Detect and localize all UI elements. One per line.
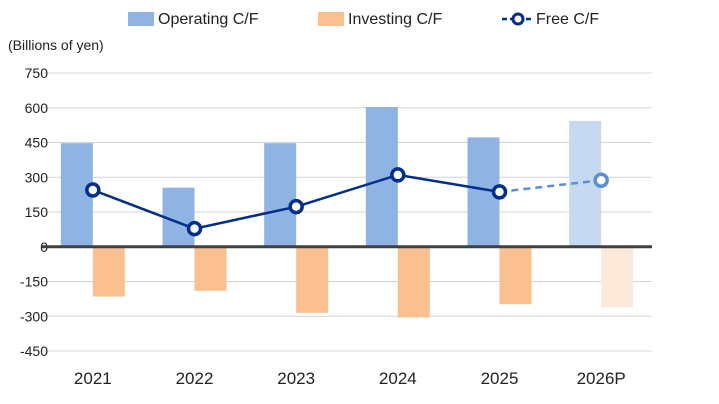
x-tick-label: 2022 bbox=[176, 369, 214, 388]
legend: Operating C/F Investing C/F Free C/F bbox=[128, 11, 599, 28]
free-cf-line bbox=[85, 167, 609, 237]
y-tick-label: -300 bbox=[20, 308, 48, 324]
bar-investing-cf bbox=[296, 246, 329, 313]
free-cf-line-projected bbox=[499, 179, 602, 194]
bar-operating-cf bbox=[264, 143, 297, 247]
y-tick-label: 450 bbox=[25, 135, 49, 151]
x-tick-label: 2025 bbox=[481, 369, 519, 388]
y-tick-label: 600 bbox=[25, 100, 49, 116]
legend-swatch-operating bbox=[128, 12, 154, 26]
y-tick-label: -450 bbox=[20, 343, 48, 359]
legend-label-investing: Investing C/F bbox=[348, 11, 442, 28]
y-tick-label: 300 bbox=[25, 169, 49, 185]
bars bbox=[60, 107, 634, 318]
legend-marker-free bbox=[511, 12, 525, 26]
legend-label-free: Free C/F bbox=[536, 11, 599, 28]
y-tick-label: -150 bbox=[20, 274, 48, 290]
bar-investing-cf bbox=[499, 246, 532, 305]
x-tick-label: 2023 bbox=[277, 369, 315, 388]
legend-swatch-investing bbox=[318, 12, 344, 26]
free-cf-point bbox=[85, 182, 101, 198]
x-tick-label: 2026P bbox=[577, 369, 626, 388]
bar-investing-cf bbox=[194, 246, 227, 291]
x-tick-labels: 2021 2022 2023 2024 2025 2026P bbox=[74, 369, 626, 388]
y-tick-labels: 7506004503001500-150-300-450 bbox=[20, 65, 48, 359]
gridlines bbox=[42, 72, 652, 352]
bar-investing-cf bbox=[92, 246, 125, 297]
free-cf-point bbox=[186, 220, 203, 237]
free-cf-point bbox=[390, 167, 406, 183]
bar-investing-cf bbox=[601, 246, 634, 308]
y-tick-label: 750 bbox=[25, 65, 49, 81]
x-tick-label: 2024 bbox=[379, 369, 417, 388]
free-cf-point bbox=[491, 184, 508, 200]
x-tick-label: 2021 bbox=[74, 369, 112, 388]
y-axis-unit-label: (Billions of yen) bbox=[8, 37, 104, 53]
free-cf-point bbox=[593, 172, 609, 189]
legend-label-operating: Operating C/F bbox=[158, 11, 259, 28]
bar-investing-cf bbox=[397, 246, 430, 318]
free-cf-point bbox=[288, 198, 304, 215]
y-tick-label: 150 bbox=[25, 204, 49, 220]
